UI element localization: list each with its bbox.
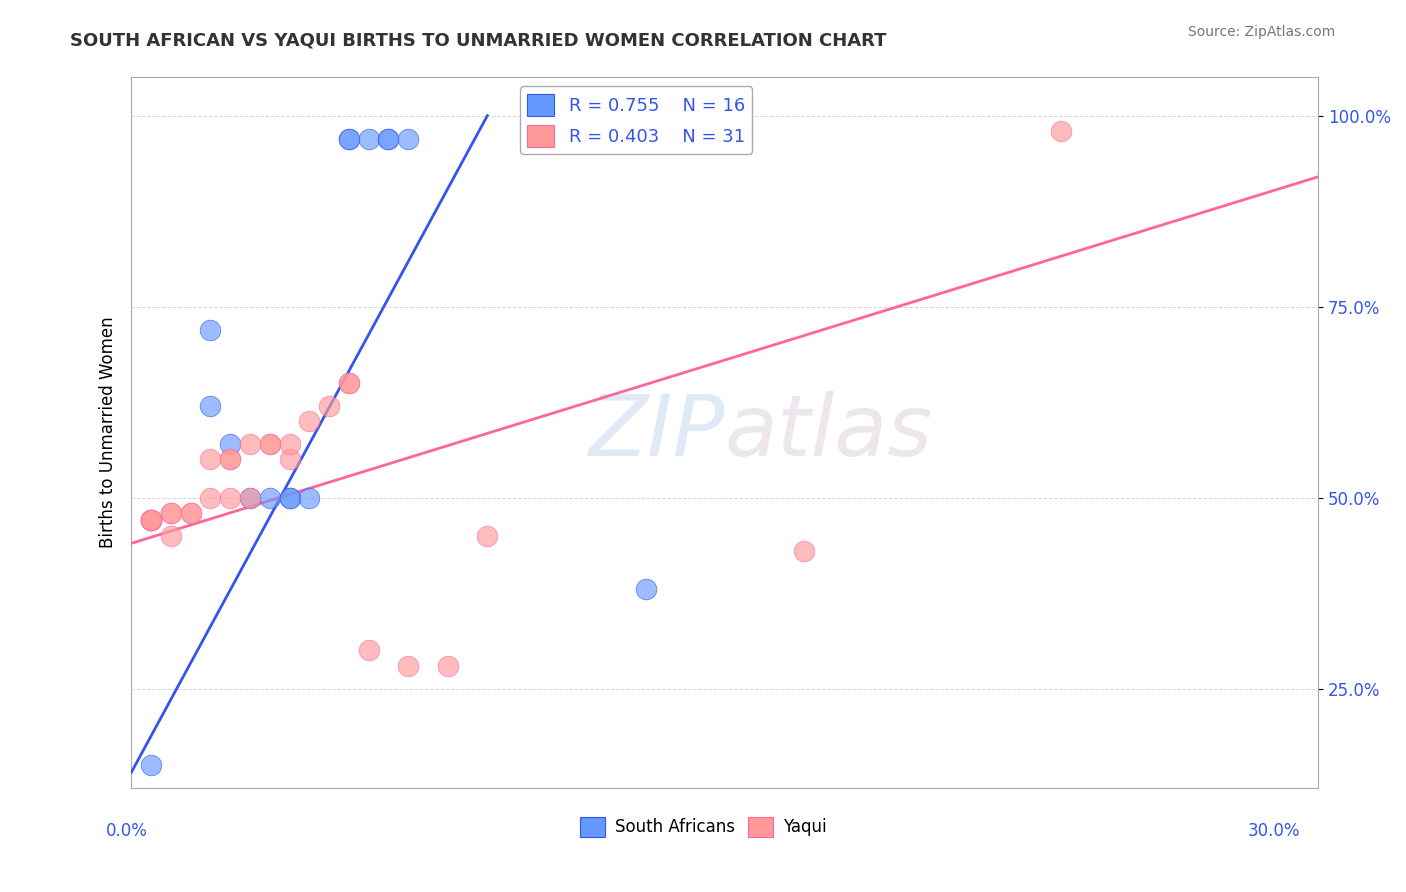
Text: 30.0%: 30.0% [1249,822,1301,840]
Point [278,437,301,451]
Point [219,437,242,451]
Text: 0.0%: 0.0% [105,822,148,840]
Point [318,399,340,413]
Point [180,506,202,520]
Point [200,399,222,413]
Point [377,131,399,145]
Point [219,452,242,467]
Point [1050,124,1073,138]
Point [377,131,399,145]
Point [357,643,380,657]
Point [337,131,360,145]
Point [357,131,380,145]
Text: ZIP: ZIP [589,391,724,475]
Point [337,376,360,390]
Point [259,491,281,505]
Point [139,513,162,527]
Point [278,491,301,505]
Point [219,491,242,505]
Legend: South Africans, Yaqui: South Africans, Yaqui [572,810,834,844]
Point [259,437,281,451]
Point [180,506,202,520]
Text: Source: ZipAtlas.com: Source: ZipAtlas.com [1188,25,1336,39]
Point [159,506,181,520]
Point [139,513,162,527]
Point [139,513,162,527]
Point [159,529,181,543]
Point [793,544,815,558]
Point [337,131,360,145]
Point [634,582,657,597]
Point [239,437,262,451]
Legend: R = 0.755    N = 16, R = 0.403    N = 31: R = 0.755 N = 16, R = 0.403 N = 31 [520,87,752,154]
Point [278,452,301,467]
Point [219,452,242,467]
Point [436,658,458,673]
Point [200,491,222,505]
Point [159,506,181,520]
Point [278,491,301,505]
Point [239,491,262,505]
Point [139,513,162,527]
Point [259,437,281,451]
Point [337,376,360,390]
Text: atlas: atlas [724,391,932,475]
Y-axis label: Births to Unmarried Women: Births to Unmarried Women [100,317,117,549]
Point [139,757,162,772]
Point [396,131,419,145]
Point [139,513,162,527]
Point [396,658,419,673]
Point [200,452,222,467]
Point [298,414,321,428]
Point [200,322,222,336]
Point [239,491,262,505]
Point [298,491,321,505]
Point [477,529,499,543]
Text: SOUTH AFRICAN VS YAQUI BIRTHS TO UNMARRIED WOMEN CORRELATION CHART: SOUTH AFRICAN VS YAQUI BIRTHS TO UNMARRI… [70,31,887,49]
